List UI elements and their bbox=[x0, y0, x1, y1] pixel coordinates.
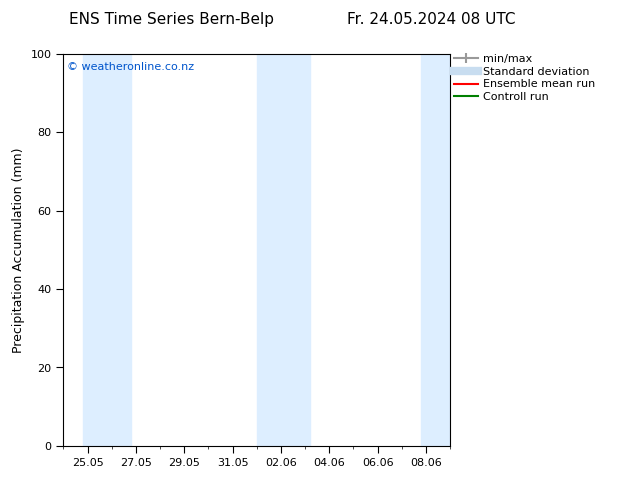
Bar bbox=[82, 54, 131, 446]
Bar bbox=[257, 54, 310, 446]
Y-axis label: Precipitation Accumulation (mm): Precipitation Accumulation (mm) bbox=[12, 147, 25, 353]
Text: Fr. 24.05.2024 08 UTC: Fr. 24.05.2024 08 UTC bbox=[347, 12, 515, 27]
Text: © weatheronline.co.nz: © weatheronline.co.nz bbox=[67, 62, 195, 72]
Bar bbox=[421, 54, 455, 446]
Legend: min/max, Standard deviation, Ensemble mean run, Controll run: min/max, Standard deviation, Ensemble me… bbox=[454, 54, 595, 102]
Text: ENS Time Series Bern-Belp: ENS Time Series Bern-Belp bbox=[68, 12, 274, 27]
